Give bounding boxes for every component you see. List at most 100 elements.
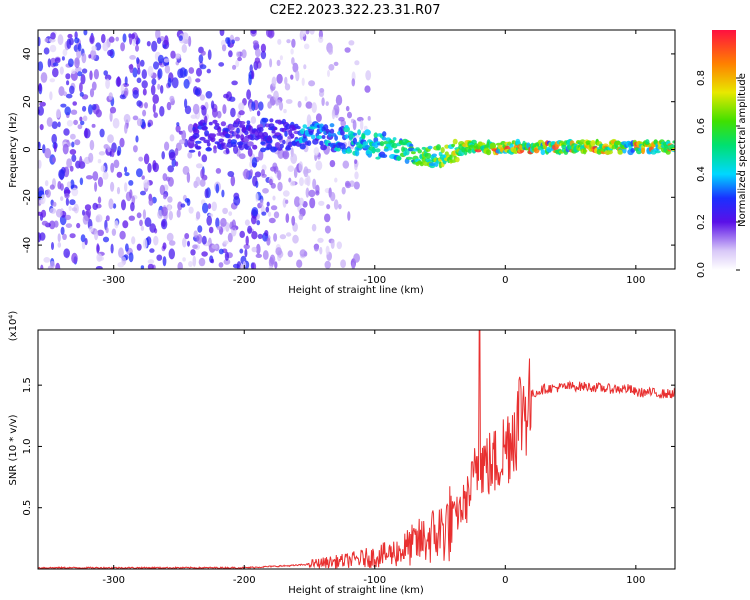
spectrogram-speckle (296, 259, 303, 268)
spectrogram-ridge-cell (236, 141, 244, 146)
spectrogram-speckle (147, 163, 152, 173)
spectrogram-ridge-cell (266, 135, 272, 142)
spectrogram-speckle (164, 141, 170, 151)
spectrogram-speckle (270, 166, 277, 172)
spectrogram-speckle (313, 147, 320, 156)
spectrogram-speckle (199, 64, 207, 70)
spectrogram-speckle (124, 166, 128, 173)
spectrogram-speckle (273, 211, 280, 219)
spectrogram-speckle (52, 201, 57, 207)
spectrogram-ridge-cell (217, 126, 222, 133)
spectrogram-speckle (159, 106, 165, 117)
spectrogram-speckle (208, 226, 214, 234)
spectrogram-speckle (221, 189, 225, 198)
spectrogram-speckle (305, 101, 313, 109)
spectrogram-speckle (53, 220, 59, 228)
spectrogram-speckle (142, 209, 146, 220)
spectrogram-speckle (268, 178, 273, 186)
spectrogram-speckle (109, 106, 117, 114)
spectrogram-ridge-cell (279, 143, 284, 149)
spectrogram-speckle (132, 115, 139, 121)
spectrogram-speckle (110, 162, 115, 173)
spectrogram-speckle (94, 181, 98, 192)
spectrogram-speckle (187, 240, 190, 247)
spectrogram-speckle (77, 43, 82, 52)
spectrogram-speckle (246, 89, 252, 100)
spectrogram-speckle (177, 201, 183, 211)
spectrogram-ridge-cell (195, 145, 202, 150)
spectrogram-speckle (235, 59, 240, 68)
spectrogram-ridge-cell (343, 126, 350, 133)
spectrogram-speckle (258, 149, 264, 161)
spectrogram-speckle (124, 123, 128, 134)
spectrogram-speckle (54, 57, 61, 64)
spectrogram-speckle (69, 199, 76, 206)
spectrogram-ridge-cell (404, 149, 410, 156)
spectrogram-ridge-cell (540, 149, 546, 156)
spectrogram-speckle (262, 250, 269, 260)
spectrogram-ridge-cell (296, 126, 301, 130)
spectrogram-speckle (64, 214, 71, 221)
spectrogram-speckle (341, 186, 346, 195)
spectrogram-speckle (55, 208, 63, 218)
spectrogram-speckle (68, 58, 74, 67)
spectrogram-ridge-cell (209, 133, 217, 138)
spectrogram-ridge-cell (405, 156, 413, 160)
spectrogram-ridge-cell (206, 142, 211, 147)
spectrogram-speckle (200, 168, 205, 179)
spectrogram-speckle (315, 160, 323, 171)
spectrogram-speckle (275, 99, 281, 105)
spectrogram-speckle (201, 106, 207, 116)
spectrogram-speckle (65, 197, 69, 206)
spectrogram-speckle (68, 37, 74, 46)
spectrogram-speckle (60, 196, 64, 202)
spectrogram-speckle (335, 94, 343, 106)
spectrogram-speckle (237, 56, 243, 62)
spectrogram-speckle (290, 153, 298, 165)
spectrogram-speckle (151, 40, 158, 52)
colorbar-gradient (712, 30, 736, 270)
spectrogram-speckle (298, 213, 304, 221)
spectrogram-speckle (97, 159, 102, 164)
spectrogram-ridge-cell (424, 152, 432, 159)
spectrogram-ridge-cell (260, 141, 266, 146)
spectrogram-ridge-cell (208, 121, 213, 126)
spectrogram-x-tick-label: -200 (233, 275, 256, 286)
spectrogram-speckle (255, 192, 259, 202)
spectrogram-ridge-cell (214, 122, 220, 127)
colorbar-tick-label: 0.2 (696, 214, 707, 230)
spectrogram-speckle (365, 70, 372, 81)
snr-y-tick-label: 0.5 (22, 500, 33, 516)
spectrogram-ridge-cell (301, 136, 308, 143)
spectrogram-ridge-cell (357, 129, 361, 136)
spectrogram-ridge-cell (442, 154, 447, 159)
spectrogram-speckle (287, 165, 295, 172)
spectrogram-speckle (59, 66, 64, 75)
spectrogram-speckle (255, 48, 261, 58)
spectrogram-speckle (107, 145, 111, 153)
spectrogram-speckle (239, 153, 246, 160)
spectrogram-speckle (107, 134, 114, 144)
spectrogram-ridge-cell (329, 128, 335, 134)
spectrogram-speckle (162, 44, 167, 49)
spectrogram-ridge-cell (273, 127, 278, 131)
snr-y-tick-label: 1.5 (22, 377, 33, 393)
spectrogram-speckle (266, 201, 270, 207)
spectrogram-speckle (153, 235, 159, 246)
spectrogram-speckle (147, 259, 155, 265)
spectrogram-speckle (231, 226, 237, 237)
spectrogram-speckle (266, 94, 272, 99)
colorbar-tick-label: 0.0 (696, 262, 707, 278)
spectrogram-speckle (195, 176, 201, 187)
spectrogram-speckle (319, 246, 323, 255)
spectrogram-speckle (324, 213, 331, 223)
spectrogram-y-tick-label: -40 (22, 237, 33, 253)
spectrogram-speckle (257, 233, 263, 239)
spectrogram-speckle (152, 162, 159, 173)
spectrogram-speckle (220, 217, 227, 227)
spectrogram-speckle (264, 230, 269, 237)
spectrogram-speckle (105, 227, 109, 234)
snr-x-ticks: -300 -200 -100 0 100 (102, 330, 645, 586)
spectrogram-speckle (38, 141, 41, 150)
spectrogram-speckle (222, 104, 227, 115)
